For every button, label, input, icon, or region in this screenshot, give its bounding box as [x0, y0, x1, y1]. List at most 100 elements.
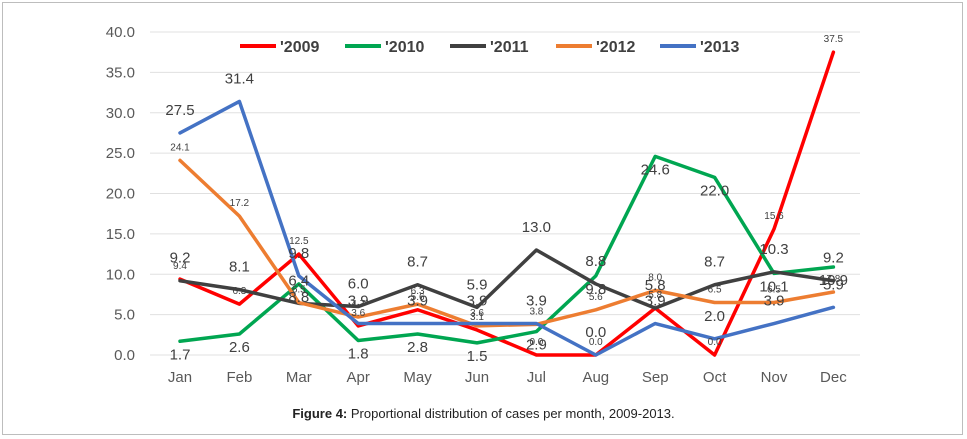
data-label: 8.1	[229, 259, 250, 276]
data-label: 8.7	[407, 254, 428, 271]
data-label: 1.7	[170, 346, 191, 363]
y-tick-label: 30.0	[106, 105, 135, 122]
data-label: 3.9	[467, 293, 488, 310]
data-label: 3.9	[764, 293, 785, 310]
data-label: 37.5	[824, 34, 844, 45]
data-label: 2.6	[229, 339, 250, 356]
legend-label: '2009	[280, 39, 320, 56]
series-line-2	[178, 154, 836, 345]
data-label: 8.0	[648, 272, 662, 283]
x-tick-label: Feb	[226, 369, 252, 386]
data-label: 24.6	[641, 161, 670, 178]
data-labels: 9.46.312.53.65.63.10.0 0.05.80.015.637.51…	[165, 34, 848, 365]
legend-label: '2013	[700, 39, 740, 56]
data-label: 5.9	[467, 276, 488, 293]
x-tick-label: Dec	[820, 369, 847, 386]
data-label: 1.8	[348, 345, 369, 362]
line-chart: 0.0 5.0 10.0 15.0 20.0 25.0 30.0 35.0 40.0 Jan Fe…	[106, 24, 860, 386]
data-label: 3.9	[407, 293, 428, 310]
x-axis-ticks: Jan Feb Mar Apr May Jun Jul Aug Sep Oct Nov Dec	[168, 369, 847, 386]
data-label: 4.7	[351, 299, 365, 310]
series-line-1	[178, 50, 836, 357]
data-label: 9.8	[585, 281, 606, 298]
series-lines	[178, 50, 836, 357]
caption-prefix: Figure 4:	[292, 406, 348, 421]
y-tick-label: 25.0	[106, 145, 135, 162]
data-label: 17.2	[230, 198, 250, 209]
data-label: 15.6	[764, 211, 784, 222]
x-tick-label: Nov	[761, 369, 788, 386]
x-tick-label: Oct	[703, 369, 727, 386]
series-line-3	[178, 248, 836, 310]
data-label: 8.8	[585, 253, 606, 270]
data-label: 12.5	[289, 236, 309, 247]
data-label: 3.6	[351, 308, 365, 319]
y-tick-label: 35.0	[106, 64, 135, 81]
data-label: 3.1	[470, 312, 484, 323]
data-label: 3.9	[645, 293, 666, 310]
data-label: 9.4	[173, 261, 187, 272]
data-label: 0.0	[585, 324, 606, 341]
data-label: 6.4	[288, 272, 309, 289]
data-label: 9.8	[288, 245, 309, 262]
legend-label: '2011	[490, 39, 529, 56]
data-label: 6.3	[411, 286, 425, 297]
data-label: 5.6	[411, 292, 425, 303]
grid-lines	[150, 31, 860, 356]
data-label: 1.5	[467, 348, 488, 365]
data-label: 3.9	[526, 293, 547, 310]
data-label: 6.0	[348, 276, 369, 293]
data-label: 5.6	[589, 292, 603, 303]
x-tick-label: May	[403, 369, 432, 386]
y-tick-label: 20.0	[106, 186, 135, 203]
data-label: 6.5	[292, 285, 306, 296]
x-tick-label: Jun	[465, 369, 489, 386]
data-label: 0.0	[589, 337, 603, 348]
y-axis-ticks: 0.0 5.0 10.0 15.0 20.0 25.0 30.0 35.0 40.0	[106, 24, 135, 364]
data-label: 5.9	[823, 276, 844, 293]
data-label: 5.8	[645, 277, 666, 294]
y-tick-label: 40.0	[106, 24, 135, 41]
data-label: 6.5	[767, 285, 781, 296]
y-tick-label: 10.0	[106, 266, 135, 283]
series-line-5	[178, 99, 836, 357]
data-label: 9.2	[170, 250, 191, 267]
data-label: 10.9	[819, 272, 848, 289]
data-label: 3.9	[348, 293, 369, 310]
data-label: 3.6	[470, 308, 484, 319]
y-tick-label: 5.0	[114, 307, 135, 324]
figure-caption: Figure 4: Proportional distribution of c…	[0, 406, 967, 421]
data-label: 27.5	[165, 102, 194, 119]
data-label: 7.8	[826, 274, 840, 285]
x-tick-label: Mar	[286, 369, 312, 386]
data-label: 2.9	[526, 337, 547, 354]
x-tick-label: Aug	[582, 369, 609, 386]
y-tick-label: 0.0	[114, 347, 135, 364]
x-tick-label: Sep	[642, 369, 669, 386]
data-label: 10.1	[759, 278, 788, 295]
y-tick-label: 15.0	[106, 226, 135, 243]
data-label: 9.2	[823, 250, 844, 267]
data-label: 8.8	[288, 289, 309, 306]
legend-label: '2010	[385, 39, 425, 56]
data-label: 8.7	[704, 254, 725, 271]
data-label: 10.3	[759, 241, 788, 258]
x-tick-label: Jul	[527, 369, 546, 386]
data-label: 5.8	[648, 290, 662, 301]
x-tick-label: Jan	[168, 369, 192, 386]
data-label: 0.0	[708, 337, 722, 348]
data-label: 0.0	[529, 337, 543, 348]
legend-label: '2012	[596, 39, 636, 56]
data-label: 2.0	[704, 308, 725, 325]
data-label: 6.3	[232, 286, 246, 297]
data-label: 31.4	[225, 70, 254, 87]
data-label: 6.5	[708, 285, 722, 296]
data-label: 2.8	[407, 339, 428, 356]
caption-text: Proportional distribution of cases per m…	[347, 406, 675, 421]
legend: '2009 '2010 '2011 '2012 '2013	[240, 39, 740, 56]
x-tick-label: Apr	[347, 369, 370, 386]
data-label: 22.0	[700, 182, 729, 199]
data-label: 13.0	[522, 219, 551, 236]
data-label: 24.1	[170, 142, 190, 153]
